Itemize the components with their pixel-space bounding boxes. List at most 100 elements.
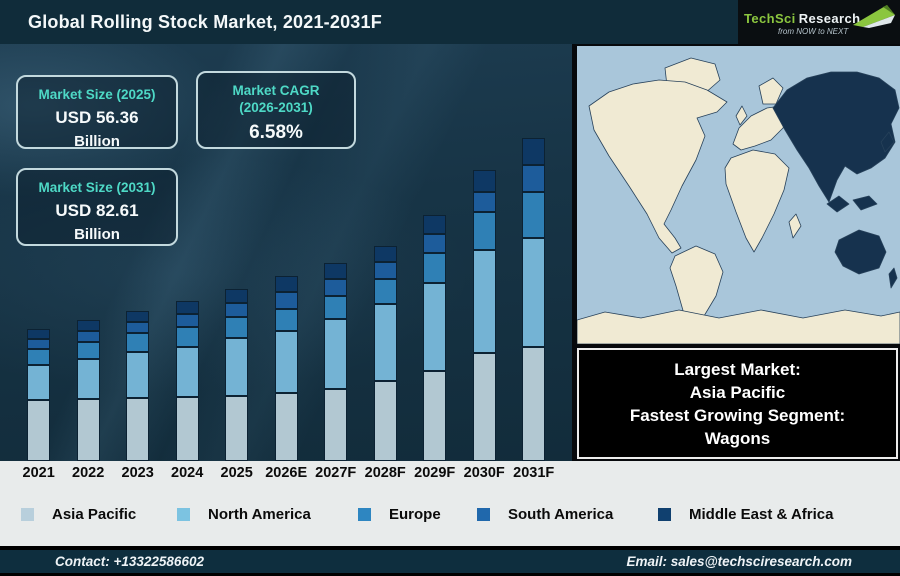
bar-segment-south-america xyxy=(423,234,447,253)
bar-segment-middle-east-africa xyxy=(225,289,249,303)
bar-segment-europe xyxy=(76,342,100,359)
legend-label: Europe xyxy=(389,505,441,523)
stat-box-market-cagr: Market CAGR (2026-2031) 6.58% xyxy=(196,71,356,149)
bar-segment-north-america xyxy=(274,331,298,393)
page-title: Global Rolling Stock Market, 2021-2031F xyxy=(28,12,382,32)
bar-segment-asia-pacific xyxy=(472,353,496,461)
x-axis-label: 2026E xyxy=(265,465,308,481)
contact-email: Email: sales@techsciresearch.com xyxy=(626,554,852,569)
logo-brand-text: TechSci Research xyxy=(744,11,860,26)
logo-brand-secondary: Research xyxy=(798,11,861,26)
bar-segment-middle-east-africa xyxy=(76,320,100,331)
bar-2022 xyxy=(76,320,100,461)
map-southeast-asia-highlighted xyxy=(826,195,850,213)
map-uk xyxy=(735,105,748,126)
bar-segment-south-america xyxy=(76,331,100,342)
footer-bar: Contact: +13322586602 Email: sales@techs… xyxy=(0,550,900,573)
logo-arrow-icon xyxy=(853,5,895,28)
bar-segment-europe xyxy=(423,253,447,283)
bar-segment-north-america xyxy=(373,304,397,381)
bar-segment-middle-east-africa xyxy=(522,138,546,165)
footer: Contact: +13322586602 Email: sales@techs… xyxy=(0,546,900,576)
bar-segment-south-america xyxy=(324,279,348,296)
map-antarctica xyxy=(576,309,900,345)
stat-label: Market Size (2025) xyxy=(38,87,156,102)
bar-segment-north-america xyxy=(27,365,51,400)
bar-2024 xyxy=(175,301,199,461)
x-axis-label: 2031F xyxy=(513,465,555,481)
stat-label: Market Size (2031) xyxy=(38,180,156,195)
bar-segment-asia-pacific xyxy=(225,396,249,461)
bar-segment-north-america xyxy=(225,338,249,396)
x-axis-label: 2023 xyxy=(121,465,154,481)
stat-label: Market CAGR xyxy=(232,83,320,98)
bar-segment-south-america xyxy=(522,165,546,192)
chart-legend: Asia Pacific North America Europe South Ame… xyxy=(0,499,900,529)
legend-swatch xyxy=(358,507,371,521)
bar-segment-asia-pacific xyxy=(27,400,51,461)
bar-2025 xyxy=(225,289,249,461)
legend-item-europe: Europe xyxy=(358,499,441,529)
bar-segment-south-america xyxy=(274,292,298,309)
bar-segment-north-america xyxy=(522,238,546,347)
stat-box-market-size-2025: Market Size (2025) USD 56.36 Billion xyxy=(16,75,178,150)
bar-segment-europe xyxy=(373,279,397,304)
map-indonesia-highlighted xyxy=(852,195,878,211)
bar-segment-south-america xyxy=(225,303,249,317)
techsci-logo: TechSci Research from NOW to NEXT xyxy=(738,0,900,44)
bar-2023 xyxy=(126,311,150,461)
bar-2029F xyxy=(423,215,447,461)
bar-segment-south-america xyxy=(472,192,496,212)
bar-segment-middle-east-africa xyxy=(126,311,150,322)
bar-2028F xyxy=(373,246,397,461)
legend-label: North America xyxy=(208,505,311,523)
bar-segment-europe xyxy=(472,212,496,250)
bar-segment-europe xyxy=(126,333,150,352)
bar-segment-asia-pacific xyxy=(522,347,546,461)
bar-segment-asia-pacific xyxy=(175,397,199,461)
contact-phone: Contact: +13322586602 xyxy=(55,554,204,569)
legend-item-middle-east-africa: Middle East & Africa xyxy=(658,499,833,529)
bar-segment-north-america xyxy=(76,359,100,399)
bar-2027F xyxy=(324,263,348,461)
bar-segment-middle-east-africa xyxy=(373,246,397,262)
legend-swatch xyxy=(658,507,671,521)
callout-line: Fastest Growing Segment: xyxy=(629,405,846,425)
legend-label: Middle East & Africa xyxy=(689,505,834,523)
bar-segment-middle-east-africa xyxy=(175,301,199,314)
bar-segment-middle-east-africa xyxy=(27,329,51,339)
bar-segment-north-america xyxy=(126,352,150,398)
logo-brand-primary: TechSci xyxy=(744,11,796,26)
x-axis-label: 2021 xyxy=(22,465,55,481)
bar-segment-middle-east-africa xyxy=(324,263,348,279)
x-axis-label: 2029F xyxy=(414,465,456,481)
callout-line: Largest Market: xyxy=(674,359,801,379)
map-new-zealand-highlighted xyxy=(888,267,898,289)
legend-swatch xyxy=(177,507,190,521)
bar-segment-south-america xyxy=(126,322,150,333)
map-australia-highlighted xyxy=(834,229,887,275)
x-axis-label: 2028F xyxy=(364,465,406,481)
legend-label: Asia Pacific xyxy=(52,505,137,523)
bar-segment-south-america xyxy=(373,262,397,279)
x-axis-label: 2027F xyxy=(315,465,357,481)
bar-segment-europe xyxy=(225,317,249,338)
world-map-svg xyxy=(576,46,900,345)
bar-segment-europe xyxy=(175,327,199,347)
x-axis-label: 2030F xyxy=(463,465,505,481)
bottom-strip: 2021 2022 2023 2024 2025 2026E 2027F 2028F 2029F… xyxy=(0,461,900,546)
bar-segment-north-america xyxy=(324,319,348,389)
map-madagascar xyxy=(788,213,802,239)
map-scandinavia xyxy=(758,77,784,105)
bar-segment-asia-pacific xyxy=(373,381,397,461)
logo-tagline: from NOW to NEXT xyxy=(778,27,849,36)
legend-item-south-america: South America xyxy=(477,499,613,529)
right-panel: Largest Market: Asia Pacific Fastest Gro… xyxy=(572,44,900,461)
stacked-bar-chart xyxy=(0,44,572,461)
x-axis-labels: 2021 2022 2023 2024 2025 2026E 2027F 2028F 2029F… xyxy=(0,465,572,485)
legend-label: South America xyxy=(508,505,614,523)
bar-2031F xyxy=(522,138,546,461)
callout-line: Asia Pacific xyxy=(689,382,786,402)
map-asia-highlighted xyxy=(772,71,900,203)
x-axis-label: 2024 xyxy=(171,465,204,481)
